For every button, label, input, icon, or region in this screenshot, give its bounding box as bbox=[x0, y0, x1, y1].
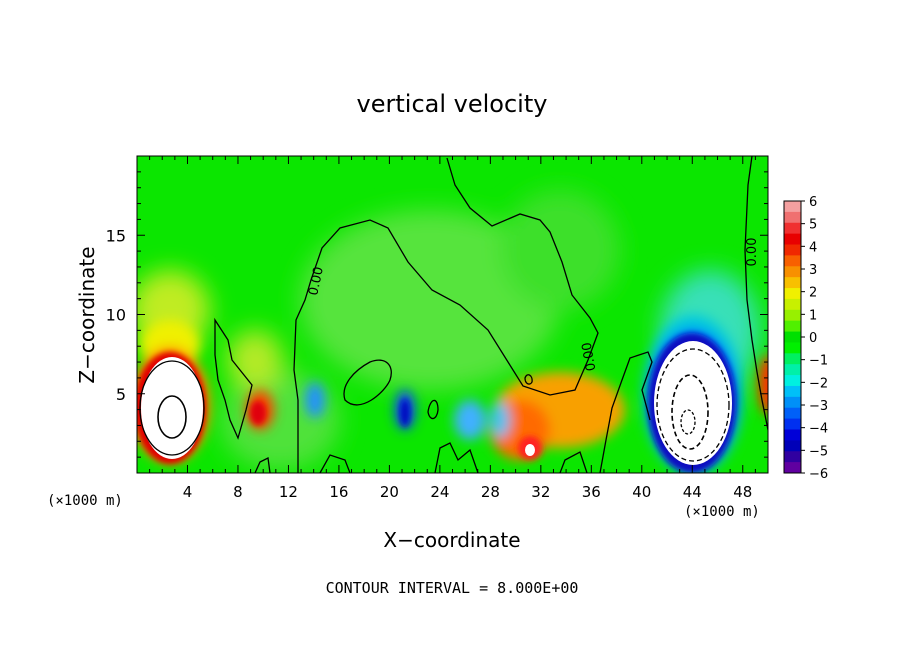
colorbar-band bbox=[784, 429, 801, 441]
x-axis: 4 8 12 16 20 24 28 32 36 40 44 48 bbox=[149, 156, 756, 501]
colorbar-band bbox=[784, 211, 801, 224]
colorbar-label: 1 bbox=[809, 308, 817, 323]
colorbar-label: −2 bbox=[809, 376, 828, 391]
field-light-region bbox=[300, 210, 560, 390]
zero-contour bbox=[319, 454, 351, 473]
colorbar-label: −1 bbox=[809, 354, 828, 369]
colorbar-band bbox=[784, 396, 801, 409]
zero-contour bbox=[559, 451, 588, 473]
x-tick-label: 4 bbox=[183, 483, 193, 501]
x-unit-right: (×1000 m) bbox=[684, 504, 760, 520]
x-tick-label: 48 bbox=[733, 483, 752, 501]
colorbar-label: 4 bbox=[809, 240, 817, 255]
x-tick-label: 8 bbox=[233, 483, 243, 501]
field-yellowish-region bbox=[227, 330, 283, 390]
colorbar-label: 0 bbox=[809, 331, 817, 346]
x-tick-label: 16 bbox=[329, 483, 348, 501]
updraft-contour bbox=[139, 360, 205, 456]
colorbar-label: −5 bbox=[809, 444, 828, 459]
colorbar-label: 5 bbox=[809, 218, 817, 233]
zero-contour bbox=[254, 457, 271, 473]
x-tick-label: 32 bbox=[531, 483, 550, 501]
y-tick-label: 15 bbox=[106, 226, 126, 245]
x-tick-label: 44 bbox=[683, 483, 702, 501]
colorbar-band bbox=[784, 353, 801, 365]
y-axis-title: Z−coordinate bbox=[75, 246, 99, 383]
colorbar-label: 6 bbox=[809, 195, 817, 210]
colorbar-band bbox=[784, 255, 801, 267]
zero-contour bbox=[343, 359, 392, 406]
contour-label: 0.00 bbox=[306, 266, 327, 297]
x-tick-label: 40 bbox=[632, 483, 651, 501]
zero-contour bbox=[293, 157, 599, 473]
small-downdraft bbox=[305, 382, 325, 418]
colorbar-band bbox=[784, 407, 801, 420]
colorbar-label: −6 bbox=[809, 467, 828, 482]
colorbar-band bbox=[784, 309, 801, 322]
contour-interval: CONTOUR INTERVAL = 8.000E+00 bbox=[326, 579, 579, 597]
zero-contour bbox=[744, 156, 768, 431]
downdraft-contour bbox=[680, 409, 696, 435]
chart-title: vertical velocity bbox=[357, 90, 548, 118]
updraft-core-saturated bbox=[141, 357, 203, 459]
colorbar-band bbox=[784, 298, 801, 311]
colorbar-band bbox=[784, 385, 801, 398]
colorbar-band bbox=[784, 201, 801, 213]
colorbar-band bbox=[784, 320, 801, 333]
colorbar-band bbox=[784, 342, 801, 354]
colorbar-band bbox=[784, 462, 801, 474]
y-axis: 5 10 15 bbox=[106, 171, 768, 458]
colorbar-label: −4 bbox=[809, 422, 828, 437]
small-downdraft bbox=[490, 402, 510, 438]
colorbar-band bbox=[784, 277, 801, 289]
colorbar-band bbox=[784, 233, 801, 246]
colorbar-band bbox=[784, 418, 801, 430]
colorbar-band bbox=[784, 331, 801, 343]
colorbar-band bbox=[784, 288, 801, 300]
colorbar: 6 5 4 3 2 1 0 −1 −2 −3 −4 −5 −6 bbox=[783, 195, 828, 482]
zero-contour bbox=[599, 351, 653, 473]
colorbar-band bbox=[784, 440, 801, 452]
downdraft-contour bbox=[656, 348, 730, 462]
x-unit-left: (×1000 m) bbox=[47, 493, 123, 509]
contour-label: 0.00 bbox=[745, 238, 760, 267]
zero-contour bbox=[214, 317, 253, 440]
zero-contour bbox=[427, 399, 439, 420]
zero-contour bbox=[524, 374, 533, 385]
small-updraft-core bbox=[250, 401, 266, 425]
colorbar-band bbox=[784, 266, 801, 278]
x-tick-label: 12 bbox=[279, 483, 298, 501]
colorbar-band bbox=[784, 375, 801, 387]
updraft-contour bbox=[157, 395, 187, 439]
colorbar-label: 3 bbox=[809, 263, 817, 278]
downdraft-core-saturated bbox=[654, 341, 732, 465]
colorbar-band bbox=[784, 451, 801, 463]
x-tick-label: 36 bbox=[582, 483, 601, 501]
field-light-region bbox=[500, 190, 620, 310]
colorbar-band bbox=[784, 222, 801, 235]
x-axis-title: X−coordinate bbox=[383, 528, 520, 552]
zero-contour bbox=[434, 442, 479, 473]
y-tick-label: 10 bbox=[106, 306, 126, 325]
colorbar-label: 2 bbox=[809, 286, 817, 301]
x-tick-label: 20 bbox=[380, 483, 399, 501]
velocity-field: 0.00 0.00 0.00 bbox=[137, 156, 768, 473]
mid-updraft-core-saturated bbox=[525, 444, 535, 456]
small-downdraft bbox=[454, 400, 486, 440]
small-downdraft-core bbox=[400, 399, 410, 427]
contour-label: 0.00 bbox=[580, 341, 600, 372]
downdraft-contour bbox=[671, 374, 709, 450]
field-light-region bbox=[220, 370, 340, 470]
colorbar-band bbox=[784, 244, 801, 256]
edge-updraft bbox=[758, 355, 768, 415]
y-tick-label: 5 bbox=[116, 385, 126, 404]
colorbar-band bbox=[784, 364, 801, 376]
x-tick-label: 28 bbox=[481, 483, 500, 501]
x-tick-label: 24 bbox=[430, 483, 449, 501]
colorbar-label: −3 bbox=[809, 399, 828, 414]
